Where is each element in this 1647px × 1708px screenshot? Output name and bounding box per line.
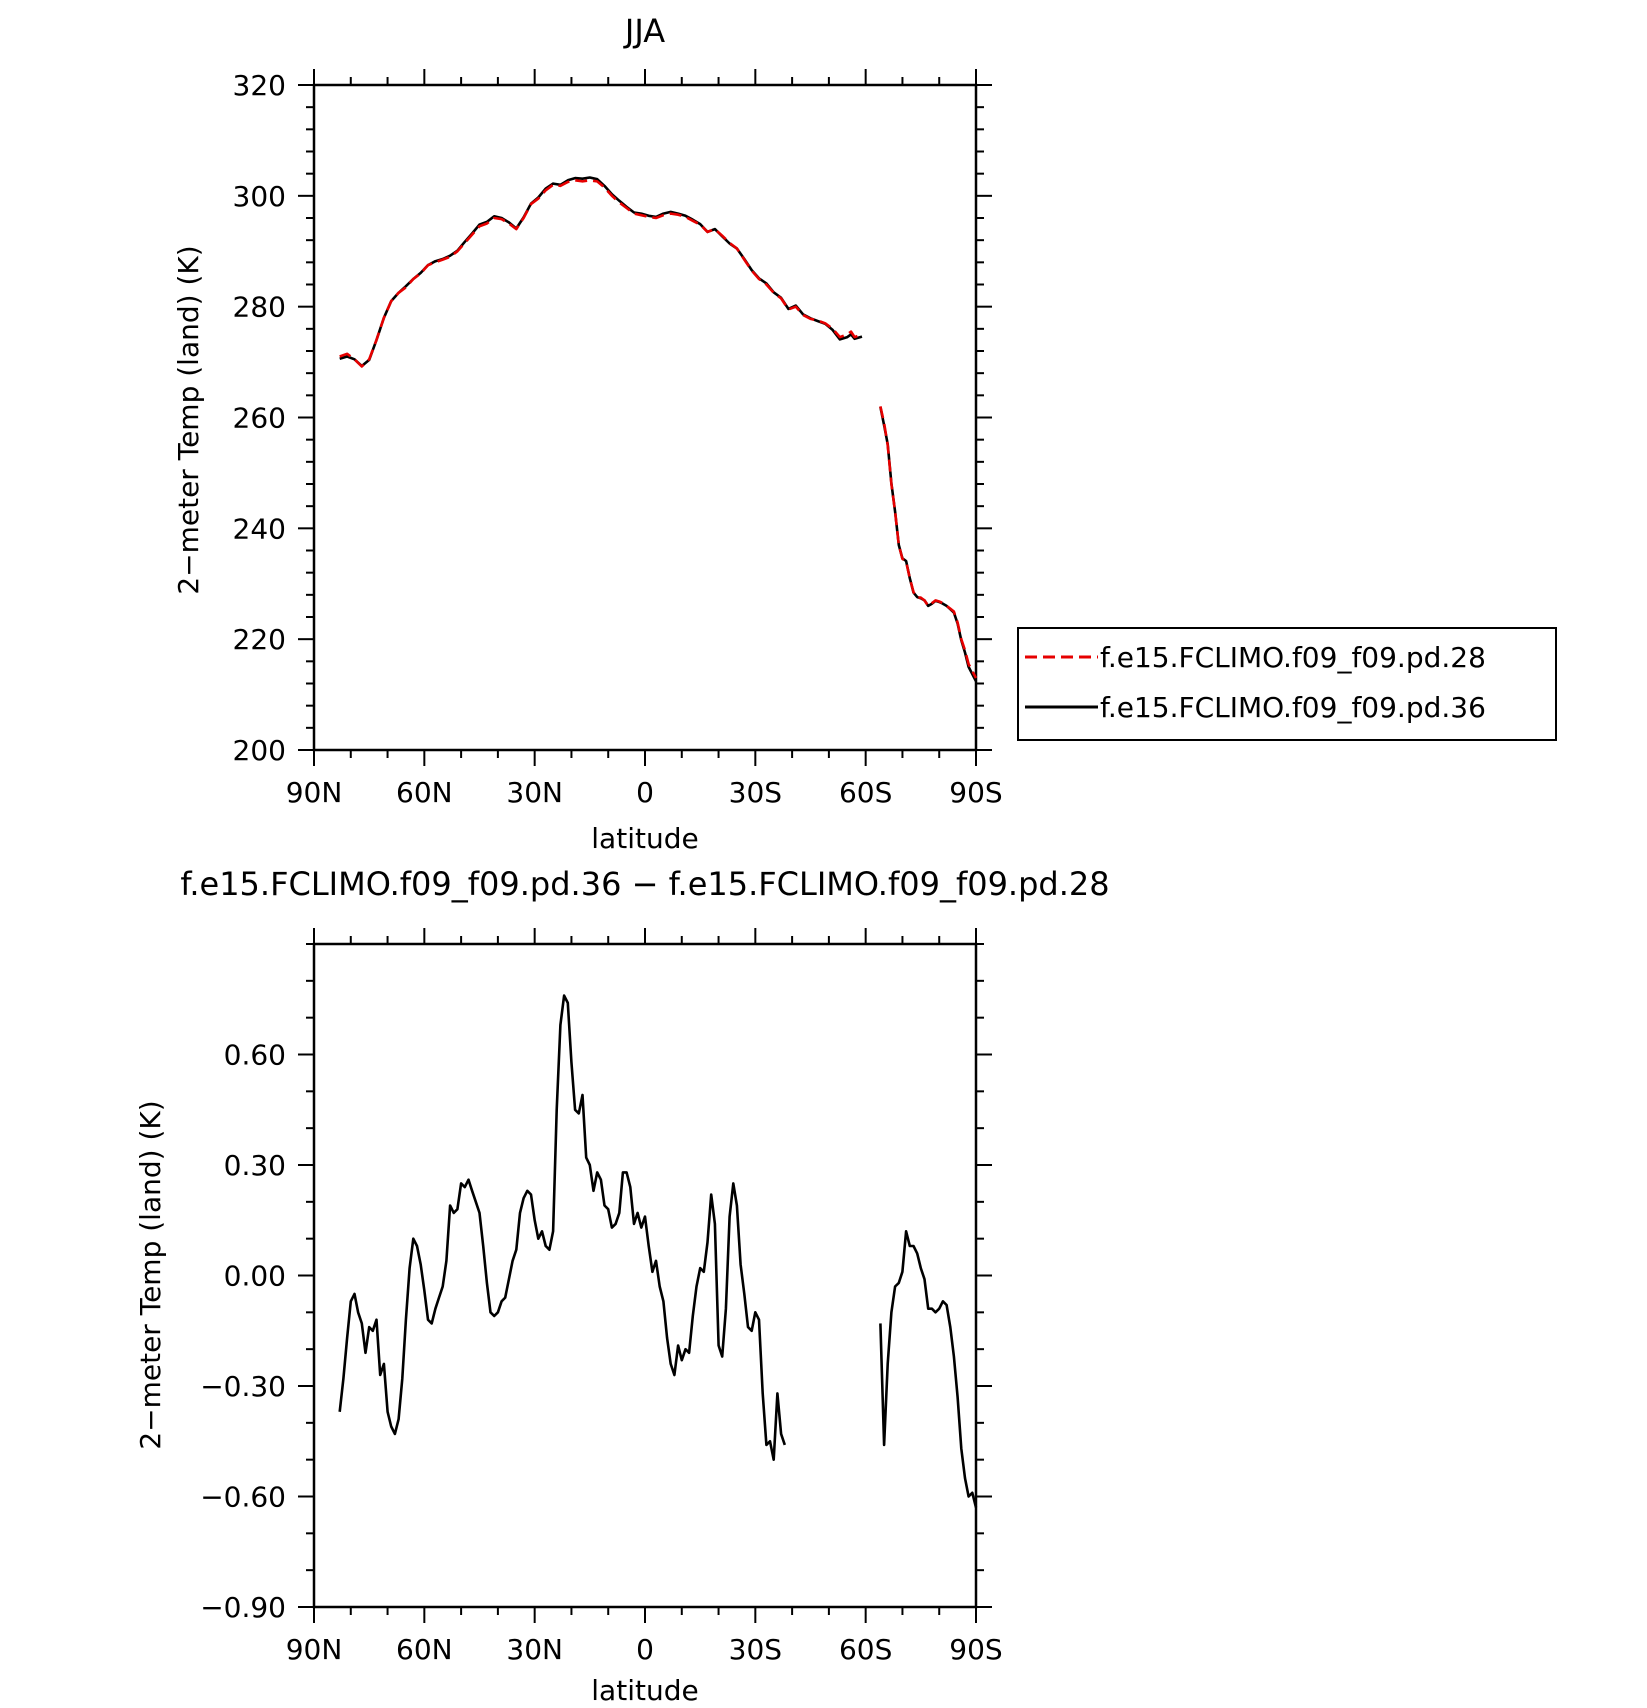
y-axis-label: 2−meter Temp (land) (K) — [172, 245, 205, 594]
y-tick-label: −0.60 — [200, 1481, 286, 1514]
x-tick-label: 60S — [839, 1633, 892, 1666]
x-tick-label: 30N — [506, 776, 563, 809]
axis-ticks: 200 220 240 260 280 300 320 90N 60N 30N 0 30S 60S 90S — [233, 69, 1003, 809]
series-line — [339, 179, 863, 368]
y-tick-label: 0.60 — [224, 1039, 286, 1072]
x-tick-label: 60N — [396, 1633, 453, 1666]
x-tick-label: 90N — [286, 1633, 343, 1666]
legend-box — [1017, 627, 1557, 741]
y-tick-label: −0.90 — [200, 1591, 286, 1624]
y-tick-label: 200 — [233, 734, 286, 767]
legend: f.e15.FCLIMO.f09_f09.pd.28 f.e15.FCLIMO.… — [1017, 627, 1557, 741]
y-tick-label: 260 — [233, 402, 286, 435]
x-tick-label: 0 — [636, 776, 654, 809]
difference-panel: f.e15.FCLIMO.f09_f09.pd.36 − f.e15.FCLIM… — [134, 865, 1110, 1707]
y-tick-label: 0.00 — [224, 1260, 286, 1293]
x-tick-label: 30S — [729, 776, 782, 809]
series-line — [338, 994, 787, 1461]
y-tick-label: 300 — [233, 180, 286, 213]
x-tick-label: 90S — [949, 1633, 1002, 1666]
y-tick-label: 320 — [233, 69, 286, 102]
y-tick-label: 240 — [233, 512, 286, 545]
y-tick-label: 280 — [233, 291, 286, 324]
panel-title: f.e15.FCLIMO.f09_f09.pd.36 − f.e15.FCLIM… — [180, 865, 1109, 903]
x-tick-label: 30N — [506, 1633, 563, 1666]
x-tick-label: 90N — [286, 776, 343, 809]
temperature-panel: JJA 2−meter Temp (land) (K) latitude 200… — [172, 12, 1557, 855]
x-axis-label: latitude — [591, 1674, 698, 1707]
x-axis-label: latitude — [591, 822, 698, 855]
x-tick-label: 90S — [949, 776, 1002, 809]
plot-frame — [312, 83, 978, 752]
y-axis-label: 2−meter Temp (land) (K) — [134, 1100, 167, 1449]
plot-frame — [312, 942, 978, 1609]
legend-label-pd36: f.e15.FCLIMO.f09_f09.pd.36 — [1100, 691, 1486, 724]
panel-title: JJA — [623, 12, 665, 50]
y-tick-label: 220 — [233, 623, 286, 656]
x-tick-label: 60S — [839, 776, 892, 809]
series-line — [879, 1230, 978, 1508]
x-tick-label: 60N — [396, 776, 453, 809]
y-tick-label: 0.30 — [224, 1149, 286, 1182]
series-line — [339, 176, 863, 368]
legend-label-pd28: f.e15.FCLIMO.f09_f09.pd.28 — [1100, 641, 1486, 674]
series-line — [879, 406, 978, 679]
data-lines — [339, 176, 978, 682]
data-lines — [338, 994, 978, 1508]
x-tick-label: 0 — [636, 1633, 654, 1666]
x-tick-label: 30S — [729, 1633, 782, 1666]
y-tick-label: −0.30 — [200, 1370, 286, 1403]
axis-ticks: −0.90 −0.60 −0.30 0.00 0.30 0.60 90N 60N 30N 0 30S… — [200, 928, 1003, 1666]
